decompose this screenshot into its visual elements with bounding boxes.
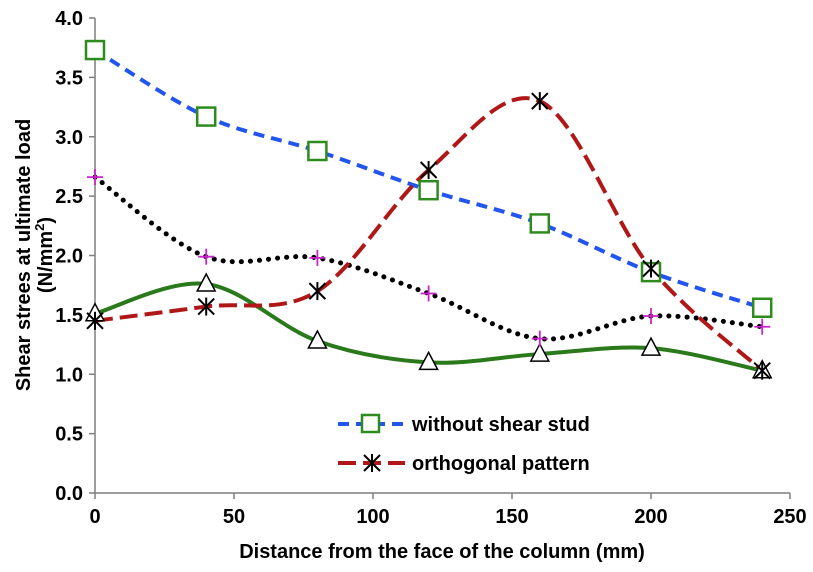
series-line-1 <box>94 96 764 373</box>
data-point-square <box>84 39 106 61</box>
data-point-triangle <box>529 342 551 362</box>
y-tick-label: 2.0 <box>55 246 83 268</box>
data-point-square <box>307 140 328 162</box>
y-axis-title-main: Shear strees at ultimate load <box>13 119 35 391</box>
data-point-triangle <box>640 336 662 356</box>
legend-label-without-shear-stud: without shear stud <box>411 414 590 436</box>
data-point-asterisk <box>308 282 327 301</box>
data-point-asterisk <box>197 297 215 316</box>
data-point-asterisk <box>419 161 438 179</box>
legend-label-orthogonal-pattern: orthogonal pattern <box>412 453 590 475</box>
x-tick-label: 150 <box>495 506 528 528</box>
series-line-2 <box>92 174 765 342</box>
y-axis-title-unit: (N/mm <box>35 231 57 293</box>
data-point-asterisk <box>642 259 660 278</box>
data-point-square <box>529 213 551 234</box>
series-markers <box>84 39 773 380</box>
y-axis-title-close: ) <box>35 217 57 224</box>
y-tick-label: 0.0 <box>55 483 83 505</box>
data-point-plus <box>531 330 548 347</box>
y-tick-label: 2.5 <box>55 186 83 208</box>
data-point-square <box>751 297 773 318</box>
y-tick-label: 0.5 <box>55 424 83 446</box>
y-tick-label: 1.5 <box>55 305 83 327</box>
data-point-triangle <box>195 272 217 292</box>
x-tick-labels: 0 50 100 150 200 250 <box>89 493 807 528</box>
data-point-plus <box>643 308 659 325</box>
data-point-plus <box>309 249 326 266</box>
x-tick-label: 200 <box>634 506 667 528</box>
legend: without shear stud orthogonal pattern <box>338 413 590 475</box>
x-tick-label: 100 <box>356 506 389 528</box>
data-point-asterisk <box>531 92 549 111</box>
data-point-asterisk <box>753 361 771 380</box>
data-point-triangle <box>418 350 439 371</box>
legend-entry-without-shear-stud: without shear stud <box>338 413 590 436</box>
y-tick-label: 3.5 <box>55 67 83 89</box>
x-tick-label: 50 <box>223 506 245 528</box>
data-point-plus <box>198 248 215 265</box>
data-point-plus <box>87 169 103 186</box>
data-point-asterisk <box>86 311 104 330</box>
data-point-triangle <box>307 329 328 349</box>
y-tick-label: 3.0 <box>55 127 83 149</box>
series-lines <box>92 48 765 373</box>
y-tick-labels: 0.0 0.5 1.0 1.5 2.0 2.5 3.0 3.5 4.0 <box>55 8 95 505</box>
y-tick-label: 4.0 <box>55 8 83 30</box>
y-axis-title: Shear strees at ultimate load(N/mm2) <box>13 119 57 391</box>
x-axis-title: Distance from the face of the column (mm… <box>239 541 645 563</box>
y-tick-label: 1.0 <box>55 364 83 386</box>
data-point-square <box>195 106 217 127</box>
legend-marker-square <box>360 413 381 434</box>
data-point-plus <box>754 318 771 335</box>
data-point-plus <box>420 285 437 302</box>
x-tick-label: 0 <box>89 506 100 528</box>
legend-entry-orthogonal-pattern: orthogonal pattern <box>338 453 590 475</box>
legend-marker-asterisk <box>363 454 381 472</box>
x-tick-label: 250 <box>773 506 806 528</box>
data-point-square <box>418 179 439 201</box>
y-axis-title-superscript: 2 <box>32 224 47 231</box>
